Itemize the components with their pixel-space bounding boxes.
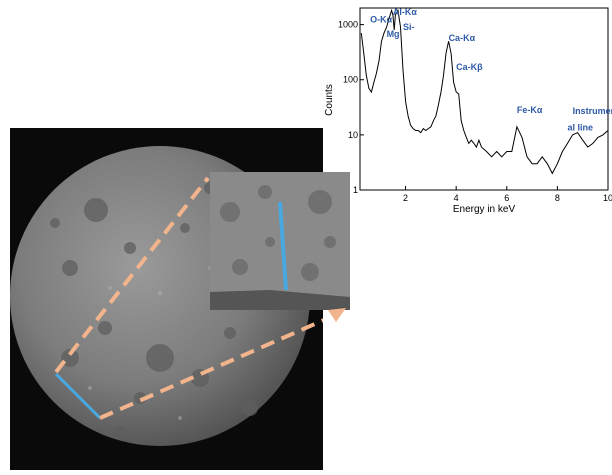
- peak-annotation: Instrument: [573, 106, 612, 116]
- peak-annotation: Al-Kα: [393, 7, 417, 17]
- peak-annotation: Si-: [403, 22, 415, 32]
- annotation-group: O-Kα Mg Al-Kα Si- Ca-Kα Ca-Kβ Fe-Kα Instrument a…: [370, 7, 612, 133]
- spectrum-chart: 2 4 6 8 10 1 10 100 1000 O-Kα Mg Al-Kα Si- Ca-Kα Ca-…: [324, 7, 612, 215]
- x-tick-label: 8: [555, 193, 560, 203]
- y-tick-group: 1 10 100 1000: [338, 20, 364, 195]
- peak-annotation: O-Kα: [370, 14, 392, 24]
- y-axis-label: Counts: [324, 84, 335, 116]
- zoom-line-upper: [54, 176, 210, 374]
- y-tick-label: 1000: [338, 20, 358, 30]
- inset-track-line: [278, 201, 288, 291]
- moon-craters: [50, 182, 275, 440]
- track-line: [54, 372, 102, 420]
- y-tick-label: 100: [343, 75, 358, 85]
- peak-annotation: Fe-Kα: [517, 105, 543, 115]
- peak-annotation: Mg: [387, 29, 400, 39]
- peak-annotation: Ca-Kβ: [456, 62, 483, 72]
- x-tick-label: 4: [454, 193, 459, 203]
- y-tick-label: 1: [353, 185, 358, 195]
- y-tick-label: 10: [348, 130, 358, 140]
- plot-frame: [359, 7, 609, 191]
- peak-annotation: al line: [568, 123, 594, 133]
- x-tick-group: 2 4 6 8 10: [403, 186, 612, 203]
- arrowhead-icon: [328, 308, 346, 322]
- x-tick-label: 2: [403, 193, 408, 203]
- x-tick-label: 6: [504, 193, 509, 203]
- peak-annotation: Ca-Kα: [449, 33, 476, 43]
- x-axis-label: Energy in keV: [453, 204, 516, 215]
- zoom-inset: [210, 172, 350, 310]
- spectrum-series-line: [360, 8, 609, 175]
- x-tick-label: 10: [603, 193, 612, 203]
